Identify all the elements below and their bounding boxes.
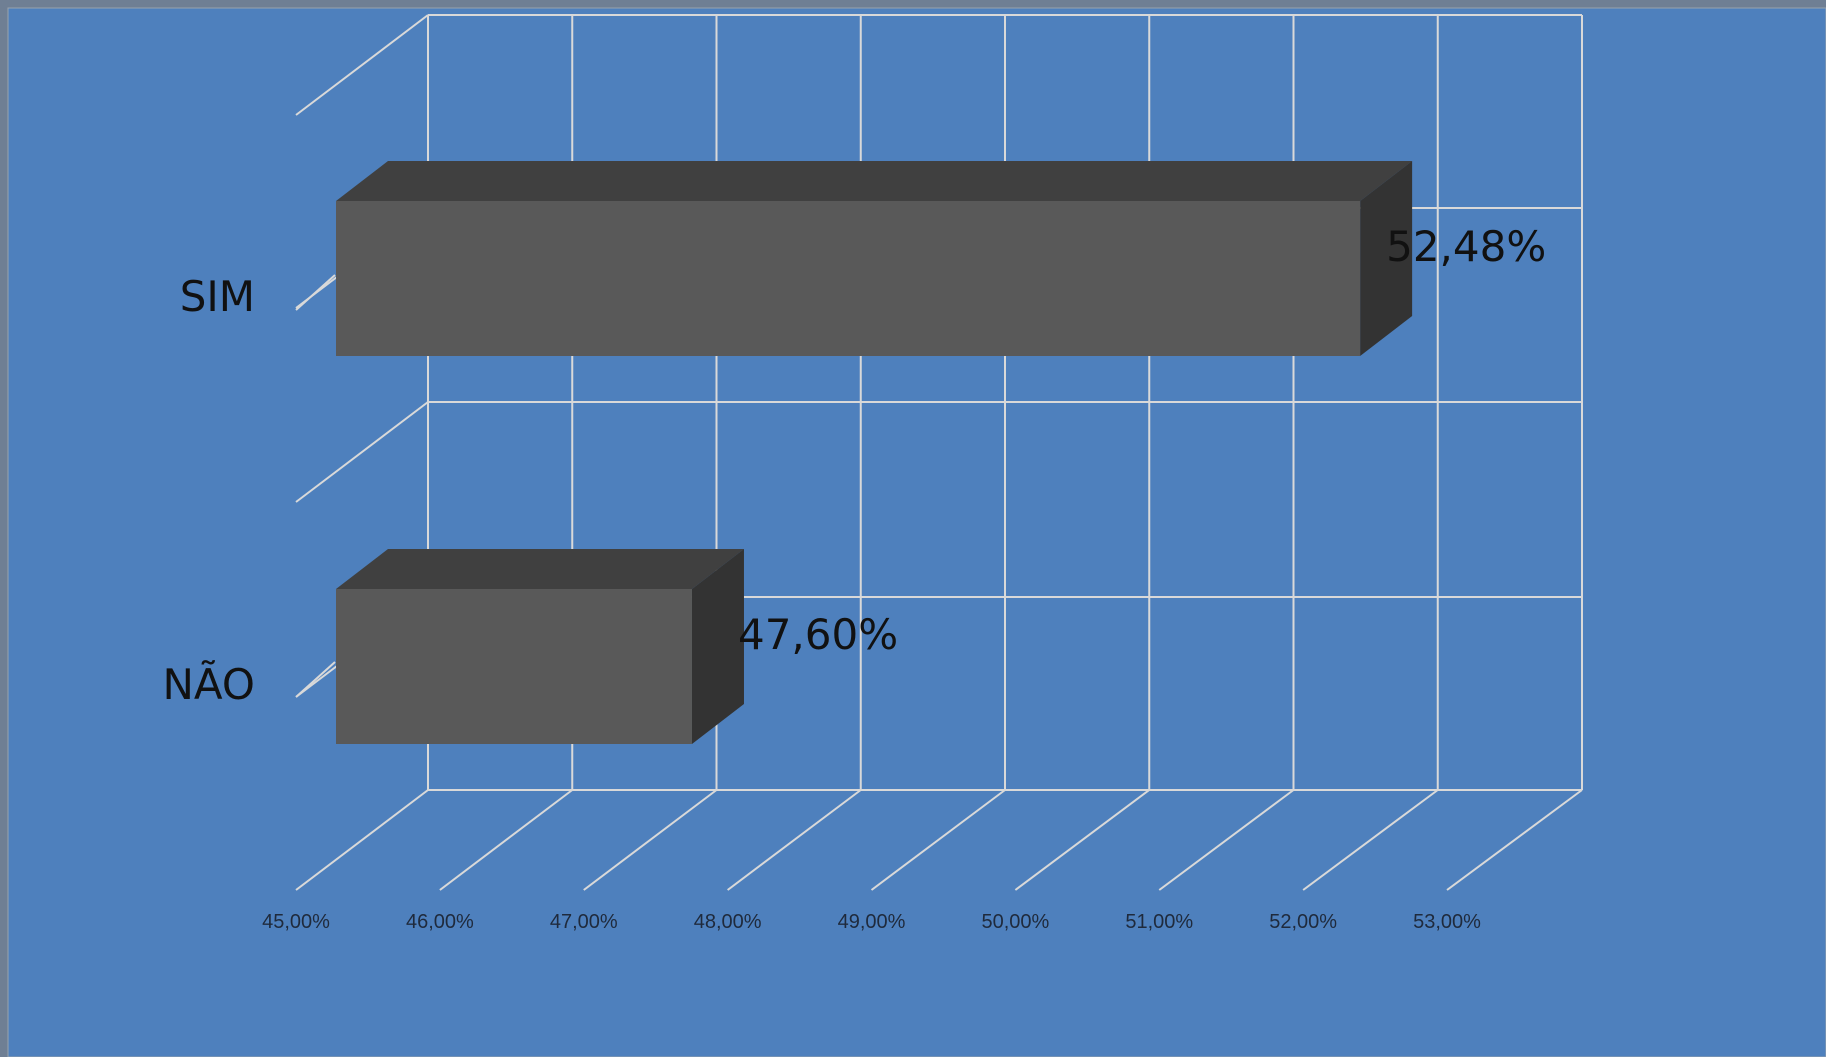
bar-side-face	[1360, 161, 1413, 356]
x-tick-label: 51,00%	[1125, 911, 1193, 933]
category-label: NÃO	[163, 659, 255, 709]
category-label: SIM	[180, 272, 255, 321]
x-tick-label: 50,00%	[981, 911, 1049, 933]
category-tick	[295, 661, 336, 698]
floor-gridline	[1158, 789, 1295, 891]
x-tick-label: 49,00%	[838, 911, 906, 933]
bar-front-face	[336, 201, 1361, 356]
floor-gridline	[583, 789, 718, 891]
x-tick-label: 46,00%	[406, 911, 474, 933]
bar-top-face	[336, 549, 744, 589]
bar-side-face	[691, 549, 744, 744]
floor-gridline	[1446, 789, 1583, 891]
floor-gridline	[870, 789, 1006, 891]
x-tick-label: 52,00%	[1269, 911, 1337, 933]
labels: 45,00% 46,00% 47,00% 48,00% 49,00% 50,00% 51,0…	[163, 222, 1547, 933]
x-tick-label: 48,00%	[694, 911, 762, 933]
x-tick-label: 53,00%	[1413, 911, 1481, 933]
x-tick-label: 47,00%	[550, 911, 618, 933]
data-label: 47,60%	[738, 610, 898, 659]
side-wall-gridline	[295, 401, 429, 503]
bar-top-face	[336, 161, 1413, 201]
category-tick	[295, 274, 336, 311]
floor-gridline	[295, 789, 429, 891]
floor-gridline	[1014, 789, 1150, 891]
bars	[336, 161, 1413, 744]
data-label: 52,48%	[1386, 222, 1546, 271]
floor-gridline	[1302, 789, 1439, 891]
x-tick-label: 45,00%	[262, 911, 330, 933]
bar-front-face	[336, 589, 692, 744]
side-wall-gridline	[295, 14, 429, 116]
floor-gridline	[727, 789, 862, 891]
floor-gridline	[439, 789, 573, 891]
